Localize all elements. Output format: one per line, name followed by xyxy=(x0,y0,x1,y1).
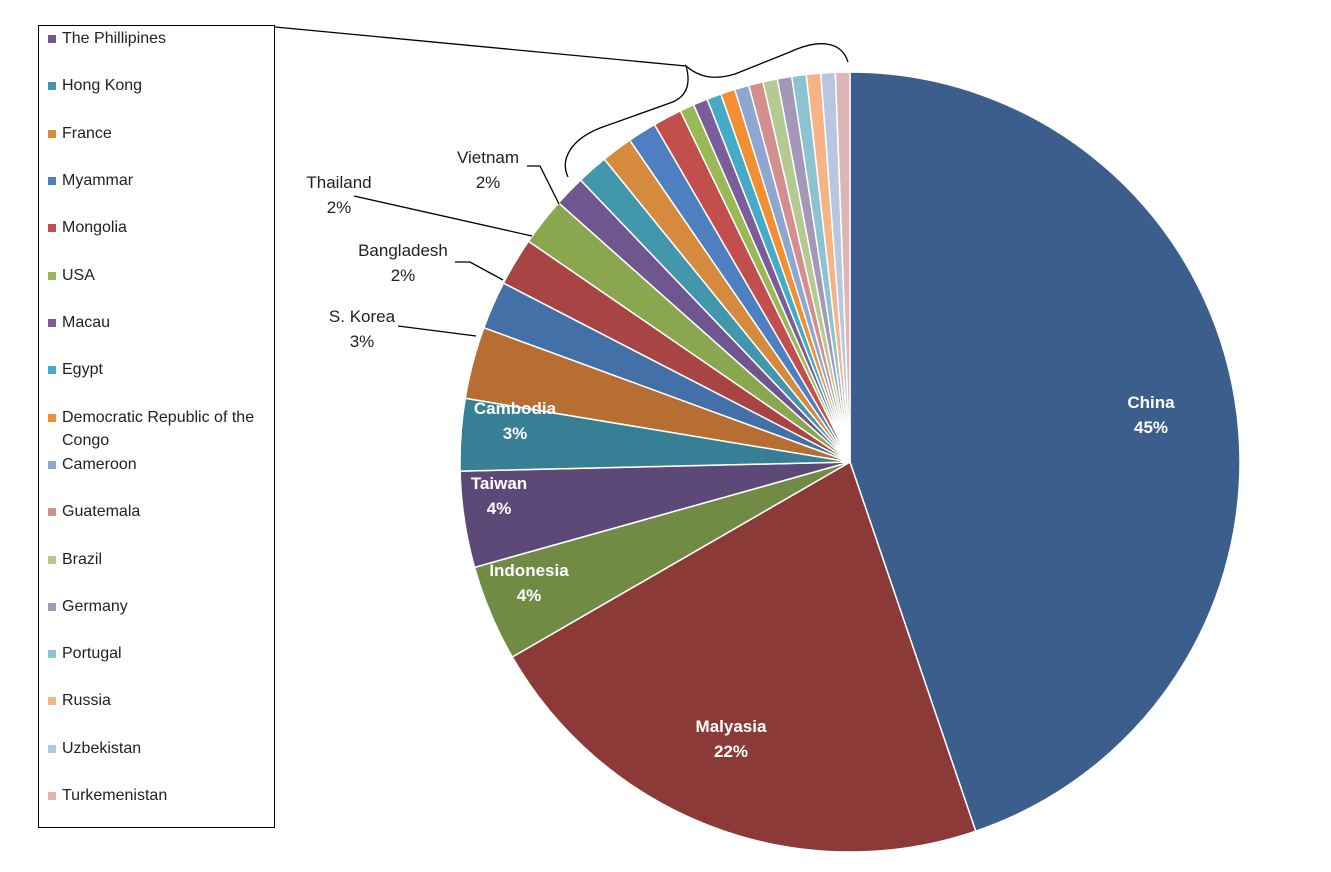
legend-swatch xyxy=(48,461,56,469)
legend-item-mongolia: Mongolia xyxy=(48,216,270,239)
leader-line-bangladesh xyxy=(455,261,504,281)
legend-swatch xyxy=(48,272,56,280)
slice-pct-vietnam: 2% xyxy=(476,173,501,192)
slice-turkemenistan xyxy=(834,71,851,463)
legend-item-germany: Germany xyxy=(48,595,270,618)
legend-label: Russia xyxy=(62,692,111,709)
legend-label: Egypt xyxy=(62,361,103,378)
slice-pct-taiwan: 4% xyxy=(487,499,512,518)
slice-label-cambodia: Cambodia xyxy=(474,399,557,418)
slice-pct-bangladesh: 2% xyxy=(391,266,416,285)
legend-swatch xyxy=(48,556,56,564)
slice-china xyxy=(849,71,1241,833)
slice-label-vietnam: Vietnam xyxy=(457,148,519,167)
legend-label: Portugal xyxy=(62,645,122,662)
legend-swatch xyxy=(48,319,56,327)
legend-item-turkemenistan: Turkemenistan xyxy=(48,784,270,807)
slice-pct-thailand: 2% xyxy=(327,198,352,217)
slice-pct-malyasia: 22% xyxy=(714,742,748,761)
legend-swatch xyxy=(48,745,56,753)
legend-label: Hong Kong xyxy=(62,77,143,94)
slice-label-malyasia: Malyasia xyxy=(696,717,767,736)
slice-pct-china: 45% xyxy=(1134,418,1168,437)
leader-line-thailand xyxy=(353,195,533,237)
slice-pct-s-korea: 3% xyxy=(350,332,375,351)
legend-swatch xyxy=(48,130,56,138)
legend-item-egypt: Egypt xyxy=(48,358,270,381)
legend-label: Uzbekistan xyxy=(62,740,142,757)
legend-item-russia: Russia xyxy=(48,689,270,712)
legend-item-macau: Macau xyxy=(48,311,270,334)
slice-label-thailand: Thailand xyxy=(306,173,371,192)
legend-label: Cameroon xyxy=(62,456,137,473)
slice-label-indonesia: Indonesia xyxy=(489,561,569,580)
legend-item-usa: USA xyxy=(48,264,270,287)
legend-label: Macau xyxy=(62,314,111,331)
leader-line-s-korea xyxy=(397,325,477,337)
legend-label: USA xyxy=(62,267,95,284)
legend-label: Democratic Republic of the Congo xyxy=(62,409,255,449)
legend-item-portugal: Portugal xyxy=(48,642,270,665)
legend-label: Brazil xyxy=(62,551,103,568)
legend-item-cameroon: Cameroon xyxy=(48,453,270,476)
slice-pct-cambodia: 3% xyxy=(503,424,528,443)
legend-label: The Phillipines xyxy=(62,30,167,47)
slice-label-taiwan: Taiwan xyxy=(471,474,527,493)
legend-label: Germany xyxy=(62,598,128,615)
slice-label-china: China xyxy=(1127,393,1175,412)
legend-label: Guatemala xyxy=(62,503,141,520)
legend-swatch xyxy=(48,366,56,374)
legend-swatch xyxy=(48,650,56,658)
legend-item-brazil: Brazil xyxy=(48,548,270,571)
slice-pct-indonesia: 4% xyxy=(517,586,542,605)
legend-swatch xyxy=(48,224,56,232)
legend-label: Turkemenistan xyxy=(62,787,168,804)
slice-label-s-korea: S. Korea xyxy=(329,307,396,326)
legend-swatch xyxy=(48,414,56,422)
legend-item-uzbekistan: Uzbekistan xyxy=(48,737,270,760)
legend-item-guatemala: Guatemala xyxy=(48,500,270,523)
legend-item-france: France xyxy=(48,122,270,145)
legend-item-the-phillipines: The Phillipines xyxy=(48,27,270,50)
legend-swatch xyxy=(48,35,56,43)
legend-item-democratic-republic-of-the-congo: Democratic Republic of the Congo xyxy=(48,406,270,452)
legend-label: Myammar xyxy=(62,172,134,189)
slice-label-bangladesh: Bangladesh xyxy=(358,241,448,260)
legend-connector-line xyxy=(274,26,687,67)
legend-swatch xyxy=(48,508,56,516)
legend: The Phillipines Hong Kong France Myammar Mon… xyxy=(38,25,275,828)
legend-swatch xyxy=(48,697,56,705)
legend-label: Mongolia xyxy=(62,219,127,236)
legend-swatch xyxy=(48,82,56,90)
legend-label: France xyxy=(62,125,112,142)
legend-swatch xyxy=(48,792,56,800)
leader-line-vietnam xyxy=(527,165,560,205)
legend-swatch xyxy=(48,603,56,611)
slice-malyasia xyxy=(511,460,977,853)
legend-swatch xyxy=(48,177,56,185)
legend-item-hong-kong: Hong Kong xyxy=(48,74,270,97)
legend-item-myammar: Myammar xyxy=(48,169,270,192)
